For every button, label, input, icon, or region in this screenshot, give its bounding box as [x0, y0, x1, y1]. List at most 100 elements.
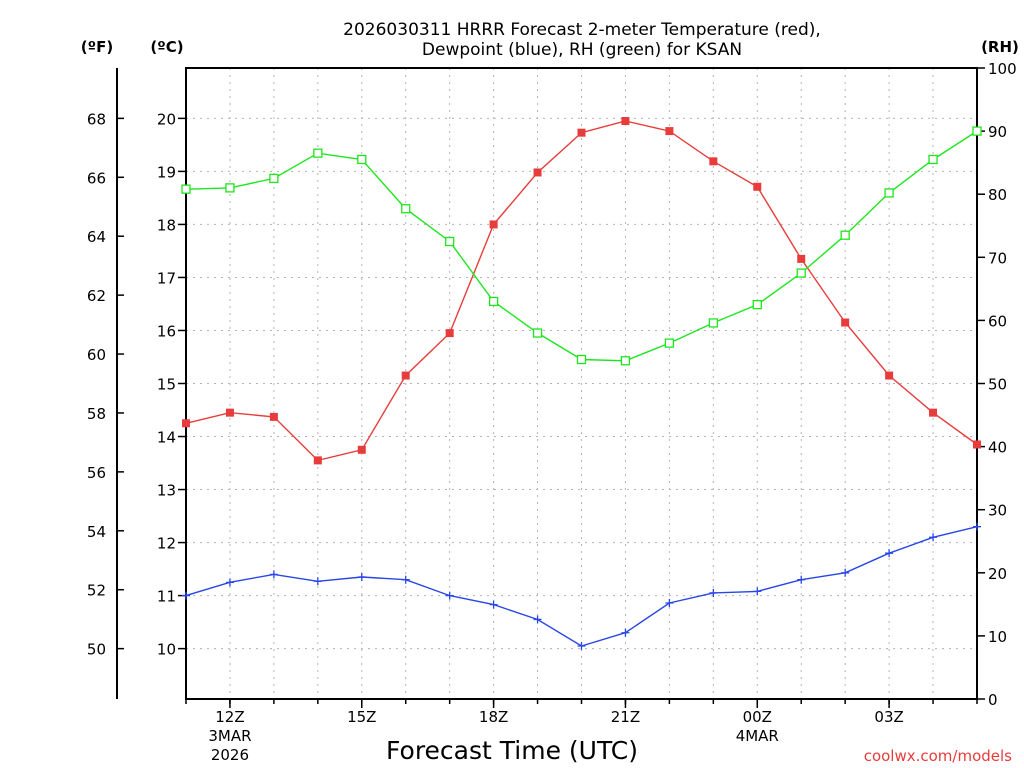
temperature-point: [225, 408, 234, 417]
rh-tick-label: 100: [988, 60, 1017, 78]
dewpoint-point: [885, 549, 894, 558]
x-tick-label: 18Z: [479, 708, 508, 726]
rh-point: [488, 296, 499, 307]
rh-tick-label: 90: [988, 123, 1007, 141]
x-tick-label: 12Z: [215, 708, 244, 726]
dewpoint-point: [489, 600, 498, 609]
x-tick-label: 15Z: [347, 708, 376, 726]
fahrenheit-tick-label: 54: [87, 523, 106, 541]
fahrenheit-tick-label: 58: [87, 405, 106, 423]
dewpoint-point: [665, 599, 674, 608]
celsius-tick-label: 18: [157, 216, 176, 234]
rh-point: [181, 184, 191, 194]
dewpoint-point: [269, 570, 278, 579]
rh-point: [972, 126, 982, 136]
dewpoint-point: [797, 575, 806, 584]
rh-point: [664, 338, 675, 348]
x-tick-date-label: 4MAR: [736, 727, 779, 745]
fahrenheit-tick-label: 60: [87, 346, 106, 364]
temperature-point: [357, 445, 366, 454]
fahrenheit-tick-label: 66: [87, 169, 106, 187]
rh-tick-label: 60: [988, 312, 1007, 330]
celsius-tick-label: 14: [157, 429, 176, 447]
fahrenheit-tick-label: 52: [87, 582, 106, 600]
temperature-point: [577, 128, 586, 137]
rh-tick-label: 40: [988, 439, 1007, 457]
x-tick-label: 21Z: [611, 708, 640, 726]
chart-title-line-2: Dewpoint (blue), RH (green) for KSAN: [422, 40, 742, 60]
fahrenheit-tick-label: 68: [87, 110, 106, 128]
temperature-point: [621, 117, 630, 126]
x-axis-title: Forecast Time (UTC): [386, 736, 638, 765]
temperature-point: [269, 412, 278, 421]
rh-point: [313, 148, 323, 158]
rh-point: [269, 173, 279, 184]
temperature-point: [445, 329, 454, 338]
rh-tick-label: 30: [988, 502, 1007, 520]
rh-unit-label: (RH): [981, 38, 1019, 56]
fahrenheit-tick-label: 50: [87, 641, 106, 659]
rh-point: [928, 154, 938, 165]
rh-series-line: [185, 130, 978, 362]
x-tick-label: 00Z: [743, 708, 772, 726]
celsius-unit-label: (ºC): [150, 38, 183, 56]
axes: 10 11 12 13 14 15 16 17 18 19 20 50 52 54 56 58 60 62 64 66…: [87, 60, 1017, 764]
celsius-tick-label: 17: [157, 269, 176, 287]
rh-tick-label: 50: [988, 376, 1007, 394]
rh-point: [401, 204, 411, 214]
dewpoint-point: [929, 533, 938, 542]
rh-tick-label: 70: [988, 249, 1007, 267]
dewpoint-point: [225, 578, 234, 587]
temperature-point: [797, 254, 806, 263]
temperature-point: [885, 371, 894, 380]
celsius-tick-label: 11: [157, 588, 176, 606]
dewpoint-point: [753, 587, 762, 596]
dewpoint-point: [973, 522, 981, 531]
dewpoint-point: [313, 577, 322, 586]
temperature-point: [665, 127, 674, 136]
dewpoint-point: [841, 568, 850, 577]
grid-lines: [186, 68, 977, 699]
temperature-point: [533, 168, 542, 177]
temperature-point: [313, 456, 322, 465]
temperature-point: [929, 408, 938, 417]
rh-point: [796, 268, 806, 278]
dewpoint-point: [445, 591, 454, 600]
dewpoint-point: [401, 575, 410, 584]
celsius-tick-label: 15: [157, 376, 176, 394]
temperature-point: [489, 220, 498, 229]
x-tick-date-label: 3MAR: [208, 727, 251, 745]
temperature-series-line: [185, 120, 978, 462]
fahrenheit-tick-label: 56: [87, 464, 106, 482]
rh-point: [225, 183, 235, 193]
dewpoint-point: [621, 628, 630, 637]
temperature-point: [182, 419, 190, 428]
temperature-point: [753, 182, 762, 191]
credit-link[interactable]: coolwx.com/models: [864, 747, 1012, 765]
temperature-point: [709, 157, 718, 166]
dewpoint-point: [709, 588, 718, 597]
fahrenheit-unit-label: (ºF): [81, 38, 113, 56]
temperature-point: [401, 371, 410, 380]
rh-point: [884, 188, 894, 198]
dewpoint-point: [357, 573, 366, 582]
rh-tick-label: 10: [988, 628, 1007, 646]
rh-point: [620, 356, 631, 366]
fahrenheit-tick-label: 64: [87, 228, 106, 246]
celsius-tick-label: 20: [157, 110, 176, 128]
rh-point: [576, 354, 587, 365]
rh-tick-label: 20: [988, 565, 1007, 583]
rh-tick-label: 80: [988, 186, 1007, 204]
dewpoint-point: [182, 591, 190, 600]
rh-point: [840, 230, 850, 240]
rh-point: [532, 328, 543, 338]
celsius-tick-label: 10: [157, 641, 176, 659]
rh-point: [357, 154, 367, 165]
temperature-point: [973, 440, 981, 449]
celsius-tick-label: 12: [157, 535, 176, 553]
celsius-tick-label: 13: [157, 482, 176, 500]
celsius-tick-label: 16: [157, 322, 176, 340]
fahrenheit-tick-label: 62: [87, 287, 106, 305]
series-lines: [181, 117, 982, 650]
